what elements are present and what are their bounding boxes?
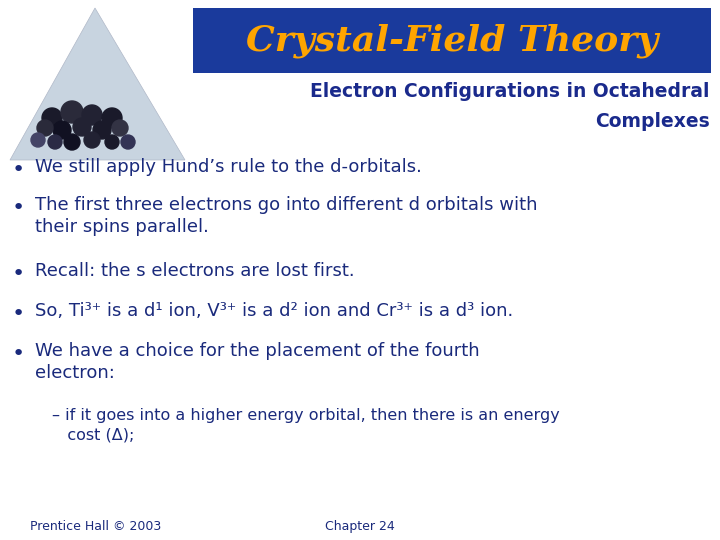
Polygon shape — [10, 8, 185, 160]
Circle shape — [102, 108, 122, 128]
Circle shape — [64, 134, 80, 150]
Circle shape — [84, 132, 100, 148]
Text: The first three electrons go into different d orbitals with
their spins parallel: The first three electrons go into differ… — [35, 196, 538, 236]
Text: •: • — [12, 264, 24, 284]
Text: Complexes: Complexes — [595, 112, 710, 131]
Circle shape — [112, 120, 128, 136]
Circle shape — [61, 101, 83, 123]
Text: Recall: the s electrons are lost first.: Recall: the s electrons are lost first. — [35, 262, 355, 280]
Text: cost (Δ);: cost (Δ); — [52, 428, 135, 443]
Text: So, Ti³⁺ is a d¹ ion, V³⁺ is a d² ion and Cr³⁺ is a d³ ion.: So, Ti³⁺ is a d¹ ion, V³⁺ is a d² ion an… — [35, 302, 513, 320]
Text: – if it goes into a higher energy orbital, then there is an energy: – if it goes into a higher energy orbita… — [52, 408, 559, 423]
Circle shape — [48, 135, 62, 149]
Circle shape — [82, 105, 102, 125]
FancyBboxPatch shape — [193, 8, 711, 73]
Circle shape — [93, 121, 111, 139]
Text: •: • — [12, 198, 24, 218]
Circle shape — [73, 118, 91, 136]
Text: •: • — [12, 304, 24, 324]
Circle shape — [121, 135, 135, 149]
Circle shape — [105, 135, 119, 149]
Circle shape — [42, 108, 62, 128]
Text: We have a choice for the placement of the fourth
electron:: We have a choice for the placement of th… — [35, 342, 480, 382]
Text: Prentice Hall © 2003: Prentice Hall © 2003 — [30, 520, 161, 533]
Text: •: • — [12, 160, 24, 180]
Circle shape — [37, 120, 53, 136]
Text: We still apply Hund’s rule to the d-orbitals.: We still apply Hund’s rule to the d-orbi… — [35, 158, 422, 176]
Text: Electron Configurations in Octahedral: Electron Configurations in Octahedral — [310, 82, 710, 101]
Text: •: • — [12, 344, 24, 364]
Text: Chapter 24: Chapter 24 — [325, 520, 395, 533]
Text: Crystal-Field Theory: Crystal-Field Theory — [246, 23, 658, 58]
Circle shape — [53, 121, 71, 139]
Circle shape — [31, 133, 45, 147]
